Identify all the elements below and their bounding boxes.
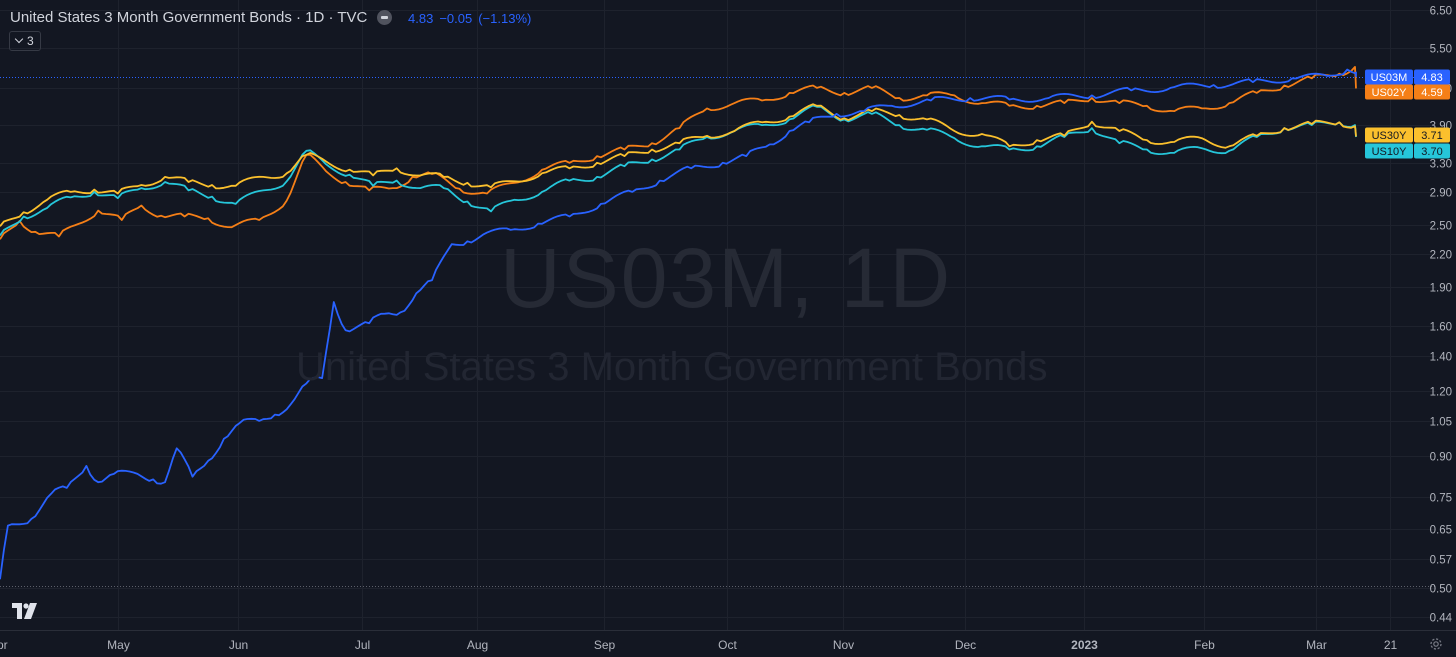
x-tick-label: Dec [955,638,976,652]
x-tick-label: 21 [1384,638,1398,652]
x-tick-label: Sep [594,638,616,652]
series-line-us03m [0,68,1357,580]
y-tick-label: 1.40 [1430,352,1452,364]
x-tick-label: Mar [1306,638,1327,652]
y-tick-label: 6.50 [1430,6,1452,18]
value-tag-text: 3.70 [1421,146,1442,158]
tradingview-logo-icon[interactable] [12,603,40,619]
y-tick-label: 0.90 [1430,452,1452,464]
x-tick-label: Oct [718,638,737,652]
legend-quote: 4.83 −0.05 (−1.13%) [408,11,537,26]
x-tick-label: Jun [229,638,248,652]
symbol-tag-text: US10Y [1372,146,1408,158]
collapse-indicators-button[interactable]: 3 [9,31,41,51]
price-label-us30y: US30Y 3.71 [1365,127,1450,143]
y-tick-label: 2.20 [1430,250,1452,262]
series-price-labels: US03M 4.83 US02Y 4.59 US30Y 3.71 US10Y 3.70 [1365,69,1450,159]
value-tag [1414,143,1450,159]
x-tick-label: Jul [355,638,370,652]
y-tick-label: 0.75 [1430,493,1452,505]
value-tag [1414,127,1450,143]
collapse-count: 3 [27,34,34,48]
x-tick-label: Nov [833,638,854,652]
price-label-us02y: US02Y 4.59 [1365,84,1450,100]
x-tick-label: May [107,638,130,652]
series-line-us10y [0,104,1357,237]
symbol-tag [1365,127,1413,143]
chevron-down-icon [14,34,24,44]
y-tick-label: 0.57 [1430,555,1452,567]
time-axis[interactable]: pr May Jun Jul Aug Sep Oct Nov Dec 2023 Feb Mar 21 [0,638,1397,652]
series-lines [0,66,1357,580]
gear-icon[interactable] [1428,636,1444,652]
y-tick-label: 1.20 [1430,387,1452,399]
x-tick-label: pr [0,638,8,652]
price-label-us10y: US10Y 3.70 [1365,143,1450,159]
y-tick-label: 1.05 [1430,417,1452,429]
y-tick-label: 1.60 [1430,322,1452,334]
x-tick-label: 2023 [1071,638,1098,652]
value-tag [1414,84,1450,100]
chart-title[interactable]: United States 3 Month Government Bonds ·… [10,9,368,26]
y-tick-label: 0.65 [1430,525,1452,537]
minus-circle-icon[interactable] [377,10,392,25]
y-tick-label: 0.44 [1430,613,1453,625]
value-tag [1414,69,1450,85]
symbol-tag-text: US02Y [1372,87,1408,99]
y-tick-label: 1.90 [1430,283,1452,295]
last-price: 4.83 [408,11,434,26]
value-tag-text: 4.59 [1421,87,1442,99]
y-tick-label: 3.30 [1430,159,1452,171]
y-tick-label: 5.50 [1430,44,1452,56]
watermark-name: United States 3 Month Government Bonds [296,345,1048,389]
grid-lines [0,0,1456,631]
series-line-us30y [0,103,1357,227]
x-tick-label: Aug [467,638,488,652]
symbol-tag-text: US03M [1371,72,1408,84]
symbol-tag-text: US30Y [1372,130,1408,142]
y-tick-label: 0.50 [1430,584,1452,596]
y-tick-label: 2.50 [1430,221,1452,233]
value-tag-text: 4.83 [1421,72,1442,84]
value-tag-text: 3.71 [1421,130,1442,142]
price-change-pct: (−1.13%) [478,11,532,26]
price-change: −0.05 [439,11,473,26]
watermark-symbol: US03M, 1D [500,231,953,325]
symbol-tag [1365,143,1413,159]
symbol-tag [1365,84,1413,100]
symbol-tag [1365,69,1413,85]
series-line-us02y [0,66,1357,240]
y-tick-label: 2.90 [1430,188,1452,200]
price-label-us03m: US03M 4.83 [1365,69,1450,85]
x-tick-label: Feb [1194,638,1215,652]
